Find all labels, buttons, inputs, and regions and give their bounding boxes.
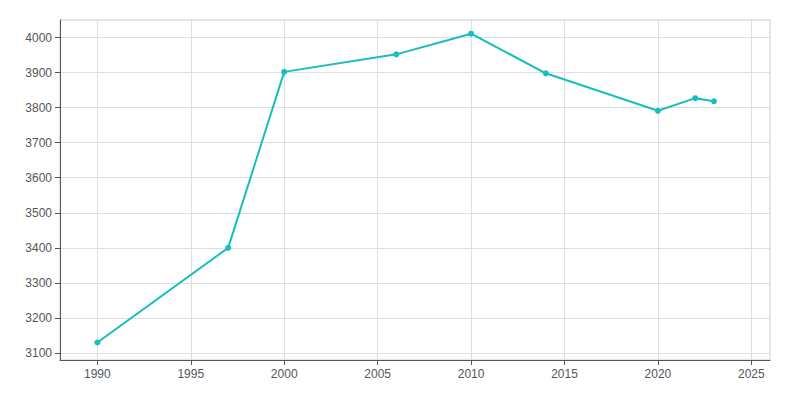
svg-text:3100: 3100 [25, 346, 52, 360]
svg-text:4000: 4000 [25, 31, 52, 45]
svg-text:3500: 3500 [25, 206, 52, 220]
svg-text:3800: 3800 [25, 101, 52, 115]
svg-text:2025: 2025 [738, 367, 765, 381]
svg-text:2000: 2000 [271, 367, 298, 381]
svg-text:1995: 1995 [177, 367, 204, 381]
svg-text:1990: 1990 [84, 367, 111, 381]
svg-text:3400: 3400 [25, 241, 52, 255]
svg-text:3700: 3700 [25, 136, 52, 150]
svg-text:3900: 3900 [25, 66, 52, 80]
svg-text:2020: 2020 [645, 367, 672, 381]
svg-text:2015: 2015 [551, 367, 578, 381]
svg-text:2005: 2005 [364, 367, 391, 381]
svg-text:3600: 3600 [25, 171, 52, 185]
svg-text:3300: 3300 [25, 276, 52, 290]
svg-text:2010: 2010 [458, 367, 485, 381]
svg-text:3200: 3200 [25, 311, 52, 325]
